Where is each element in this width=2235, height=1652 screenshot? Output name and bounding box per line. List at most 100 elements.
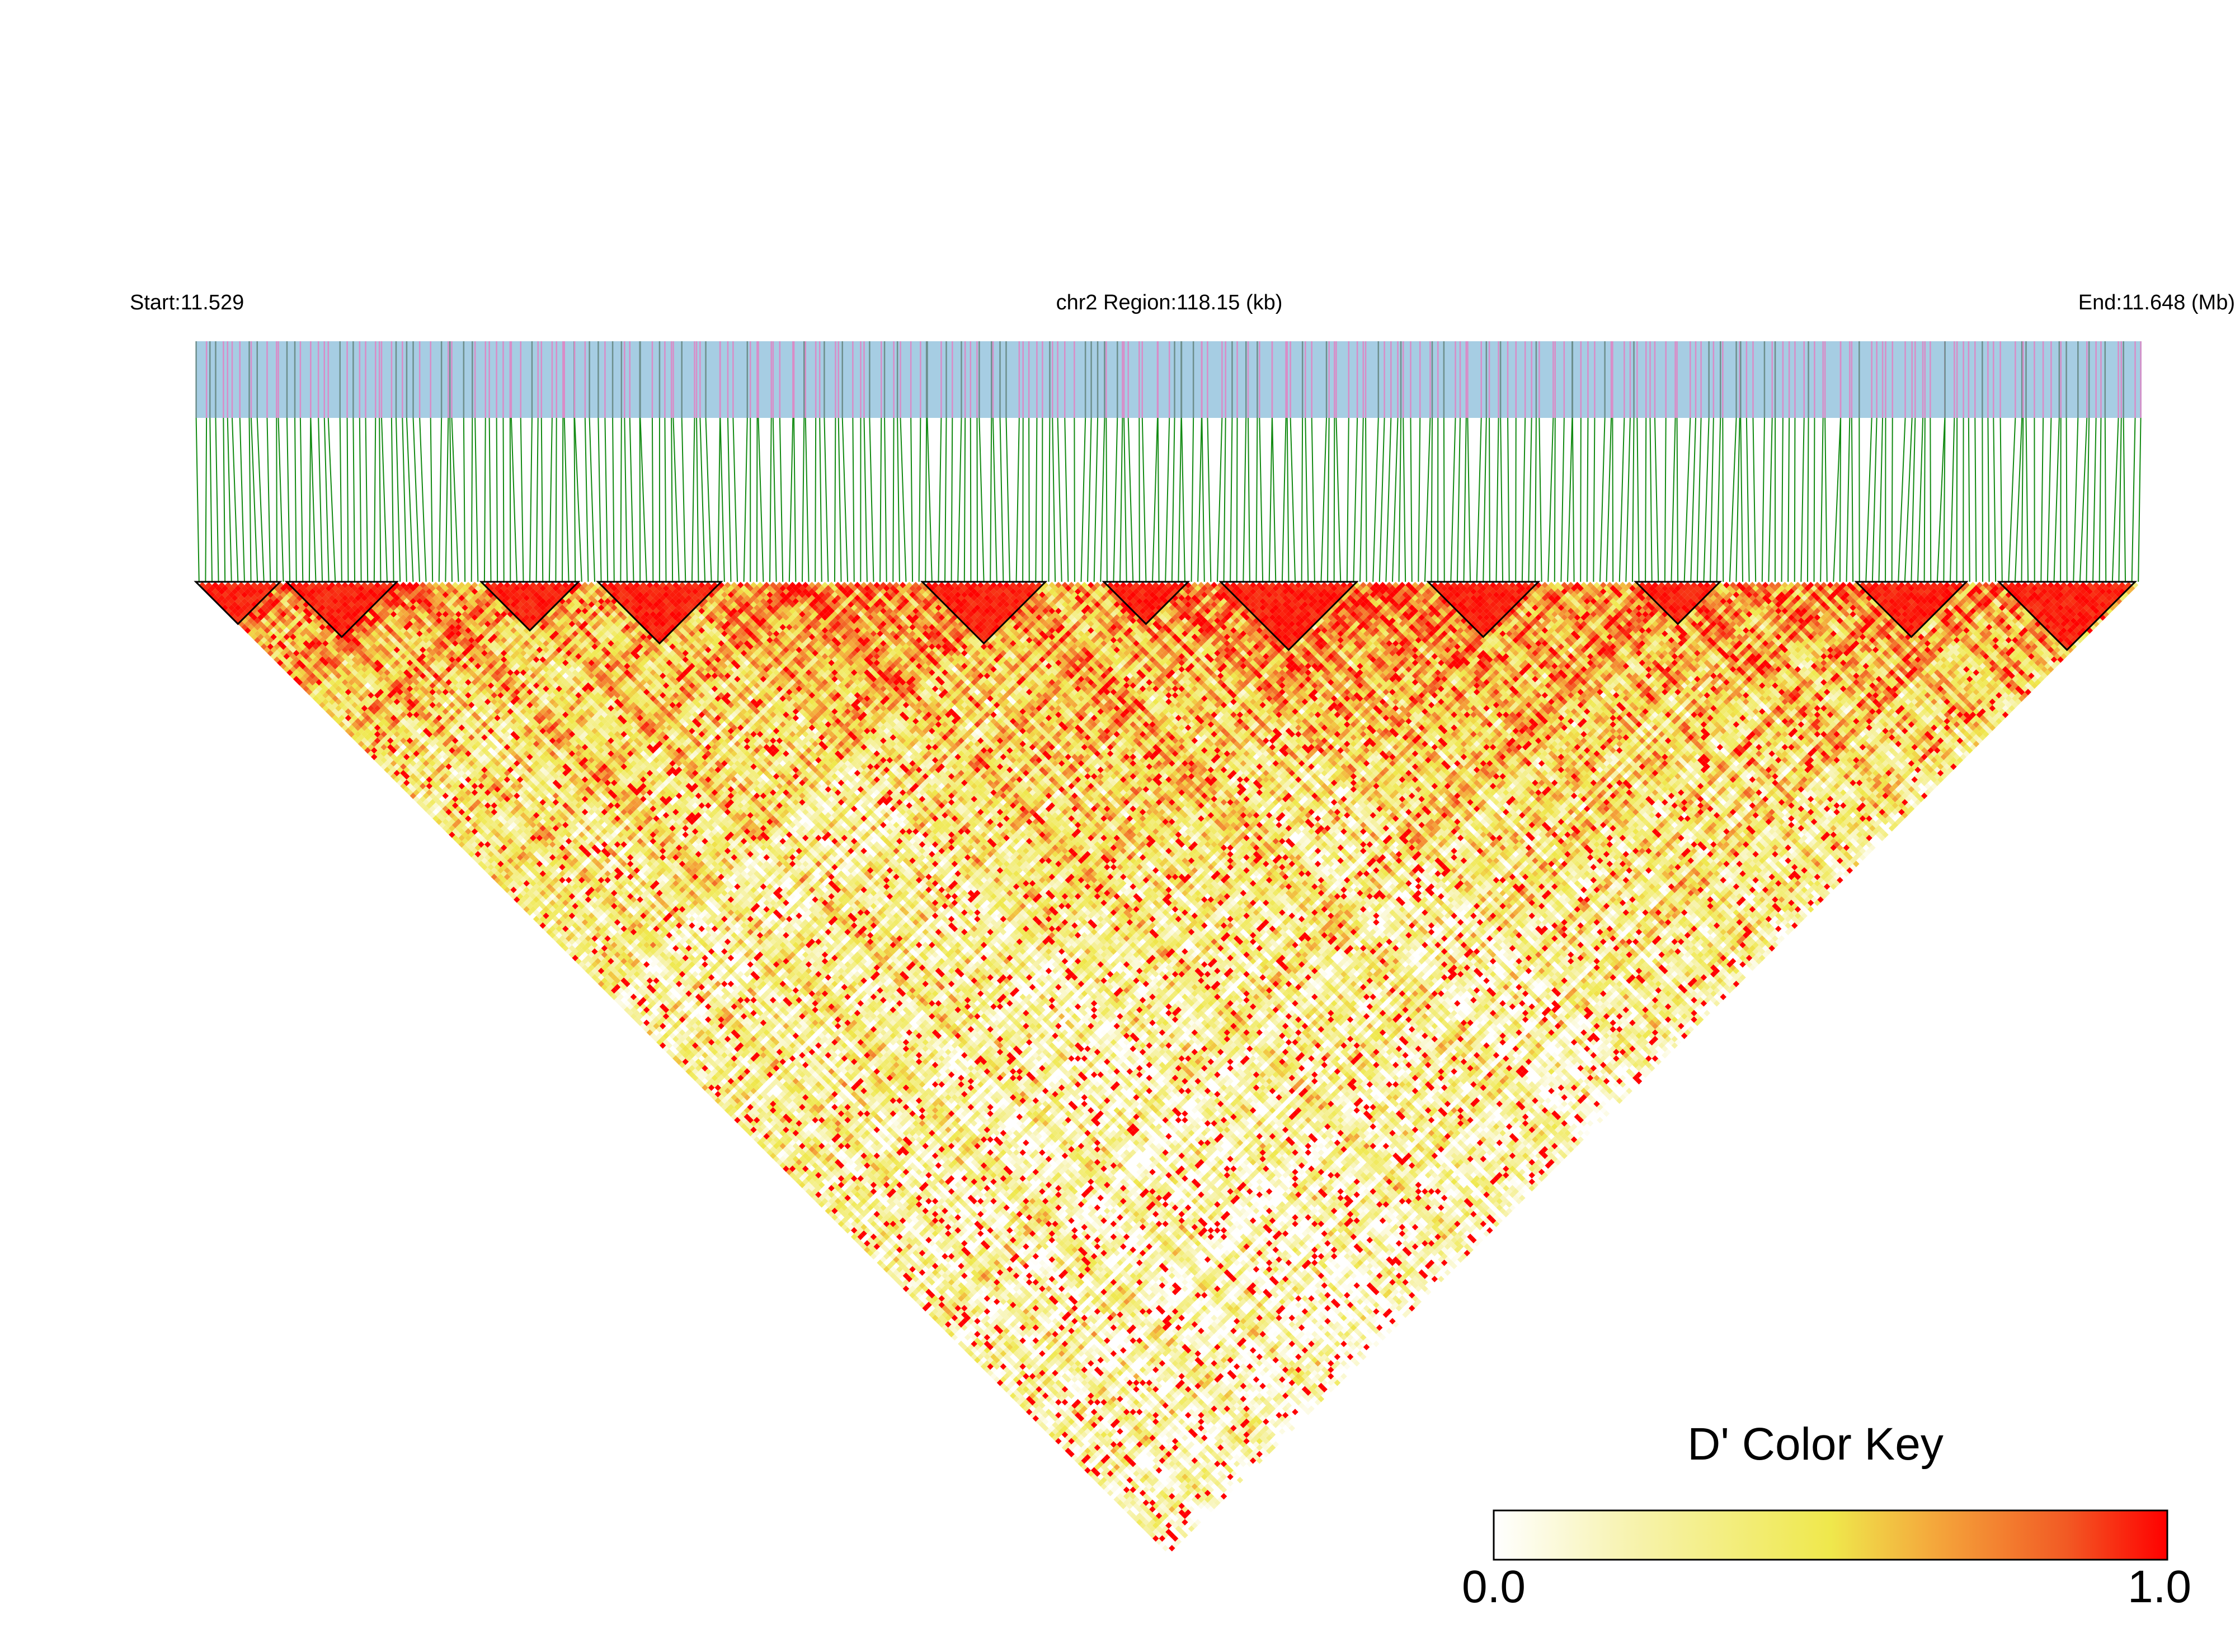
- ld-cell: [231, 614, 238, 621]
- snp-connector-line: [651, 417, 654, 582]
- ld-cell: [864, 1246, 871, 1253]
- ld-cell: [682, 1065, 689, 1072]
- ld-cell: [316, 698, 323, 705]
- snp-connector-line: [1015, 417, 1020, 582]
- ld-cell: [247, 630, 255, 637]
- ld-cell: [228, 611, 235, 618]
- snp-connector-line: [359, 417, 362, 582]
- snp-connector-line: [1671, 417, 1676, 582]
- ld-cell: [640, 1023, 647, 1029]
- snp-connector-line: [449, 417, 453, 582]
- ld-cell: [283, 666, 290, 673]
- ld-cell: [514, 896, 520, 903]
- snp-connector-line: [286, 417, 291, 582]
- snp-connector-line: [1871, 417, 1878, 582]
- snp-connector-line: [1301, 417, 1304, 582]
- snp-connector-line: [837, 417, 842, 582]
- ld-cell: [737, 1120, 744, 1127]
- snp-connector-line: [779, 417, 784, 582]
- snp-connector-line: [1606, 417, 1612, 582]
- snp-connector-line: [1197, 417, 1202, 582]
- snp-connector-line: [951, 417, 953, 582]
- snp-connector-line: [529, 417, 533, 582]
- ld-cell: [474, 857, 482, 864]
- snp-connector-line: [719, 417, 725, 582]
- ld-cell: [546, 929, 553, 935]
- snp-connector-line: [1495, 417, 1499, 582]
- snp-connector-line: [1993, 417, 1997, 582]
- snp-connector-line: [1703, 417, 1710, 582]
- snp-connector-line: [1974, 417, 1977, 582]
- ld-cell: [585, 967, 592, 975]
- snp-connector-line: [804, 417, 810, 582]
- snp-connector-line: [2098, 417, 2102, 582]
- snp-connector-line: [1207, 417, 1212, 582]
- snp-connector-line: [540, 417, 544, 582]
- ld-cell: [497, 880, 504, 887]
- ld-cell: [299, 682, 307, 689]
- snp-connector-line: [1180, 417, 1185, 582]
- ld-cell: [355, 737, 361, 744]
- ld-cell: [254, 637, 261, 644]
- snp-connector-line: [1359, 417, 1364, 582]
- snp-connector-line: [1787, 417, 1790, 582]
- ld-cell: [341, 724, 349, 731]
- snp-connector-line: [339, 417, 342, 582]
- ld-cell: [705, 1088, 712, 1094]
- snp-connector-line: [1424, 417, 1431, 582]
- snp-connector-line: [1507, 417, 1510, 582]
- snp-connector-line: [1676, 417, 1679, 582]
- ld-cell: [565, 948, 572, 955]
- snp-connector-line: [2123, 417, 2126, 582]
- snp-connector-line: [1378, 417, 1385, 582]
- snp-connector-line: [717, 417, 721, 582]
- ld-cell: [821, 1204, 829, 1211]
- snp-connector-line: [346, 417, 349, 582]
- snp-connector-line: [1141, 417, 1147, 582]
- snp-connector-line: [1636, 417, 1640, 582]
- snp-connector-line: [801, 417, 805, 582]
- ld-cell: [815, 1198, 822, 1204]
- snp-connector-line: [1403, 417, 1406, 582]
- ld-cell: [828, 1211, 835, 1218]
- snp-connector-line: [548, 417, 553, 582]
- snp-connector-line: [1119, 417, 1123, 582]
- ld-cell: [792, 1175, 799, 1182]
- snp-connector-line: [624, 417, 628, 582]
- snp-connector-line: [294, 417, 297, 582]
- snp-connector-line: [276, 417, 277, 582]
- snp-connector-line: [1891, 417, 1893, 582]
- snp-connector-line: [897, 417, 900, 582]
- ld-cell: [241, 624, 248, 630]
- ld-cell: [672, 1055, 679, 1062]
- snp-connector-line: [1654, 417, 1659, 582]
- snp-connector-line: [819, 417, 822, 582]
- snp-connector-line: [727, 417, 732, 582]
- snp-connector-group: [195, 417, 2142, 582]
- snp-connector-line: [1335, 417, 1342, 582]
- snp-connector-line: [1547, 417, 1554, 582]
- snp-connector-line: [900, 417, 907, 582]
- snp-connector-line: [1833, 417, 1841, 582]
- snp-connector-line: [1353, 417, 1358, 582]
- ld-cell: [837, 1220, 845, 1227]
- snp-connector-line: [1521, 417, 1526, 582]
- snp-connector-line: [1710, 417, 1714, 582]
- snp-connector-line: [239, 417, 245, 582]
- snp-connector-line: [1165, 417, 1170, 582]
- snp-connector-line: [308, 417, 312, 582]
- ld-cell: [766, 1149, 773, 1156]
- snp-connector-line: [535, 417, 539, 582]
- snp-connector-line: [520, 417, 524, 582]
- snp-connector-line: [573, 417, 576, 582]
- snp-connector-line: [1123, 417, 1127, 582]
- ld-cell: [727, 1110, 735, 1117]
- ld-heatmap-cells: [199, 582, 2139, 1555]
- snp-connector-line: [195, 417, 200, 582]
- ld-cell: [303, 685, 309, 693]
- snp-connector-line: [1631, 417, 1635, 582]
- snp-connector-line: [699, 417, 706, 582]
- snp-connector-line: [852, 417, 855, 582]
- snp-connector-line: [474, 417, 479, 582]
- snp-connector-line: [793, 417, 797, 582]
